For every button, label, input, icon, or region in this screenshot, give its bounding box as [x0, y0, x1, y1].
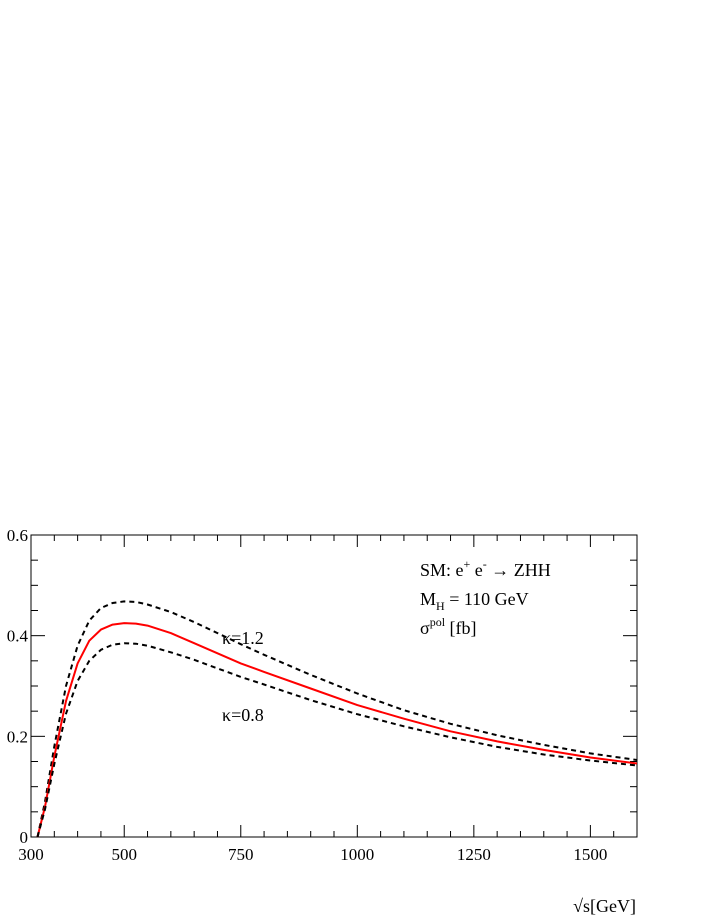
- series-line-1: [36, 600, 638, 838]
- y-tick-label: 0: [20, 828, 29, 847]
- x-tick-label: 1250: [457, 845, 491, 864]
- legend-annotation: SM: e+ e- → ZHH MH = 110 GeV σpol [fb]: [420, 557, 551, 638]
- plot-frame: [30, 534, 638, 838]
- y-tick-label: 0.6: [7, 526, 28, 545]
- series-line-3: [36, 642, 638, 838]
- y-tick-label: 0.4: [7, 627, 29, 646]
- x-tick-label: 750: [228, 845, 254, 864]
- annotation-process: SM: e+ e- → ZHH: [420, 557, 551, 580]
- x-tick-label: 300: [18, 845, 44, 864]
- annotation-higgs-mass: MH = 110 GeV: [420, 589, 529, 613]
- x-tick-label: 1000: [340, 845, 374, 864]
- axis-ticks: [30, 534, 638, 838]
- kappa-high-label: κ=1.2: [222, 628, 264, 648]
- annotation-cross-section: σpol [fb]: [420, 615, 477, 638]
- y-tick-label: 0.2: [7, 727, 28, 746]
- axis-tick-labels: 300 500 750 1000 1250 1500 0 0.2 0.4 0.6: [7, 526, 608, 864]
- kappa-low-label: κ=0.8: [222, 705, 264, 725]
- series-layer: [36, 600, 638, 838]
- x-tick-label: 500: [111, 845, 137, 864]
- x-axis-label: √s[GeV]: [573, 896, 636, 916]
- x-tick-label: 1500: [573, 845, 607, 864]
- series-line-2: [36, 622, 638, 838]
